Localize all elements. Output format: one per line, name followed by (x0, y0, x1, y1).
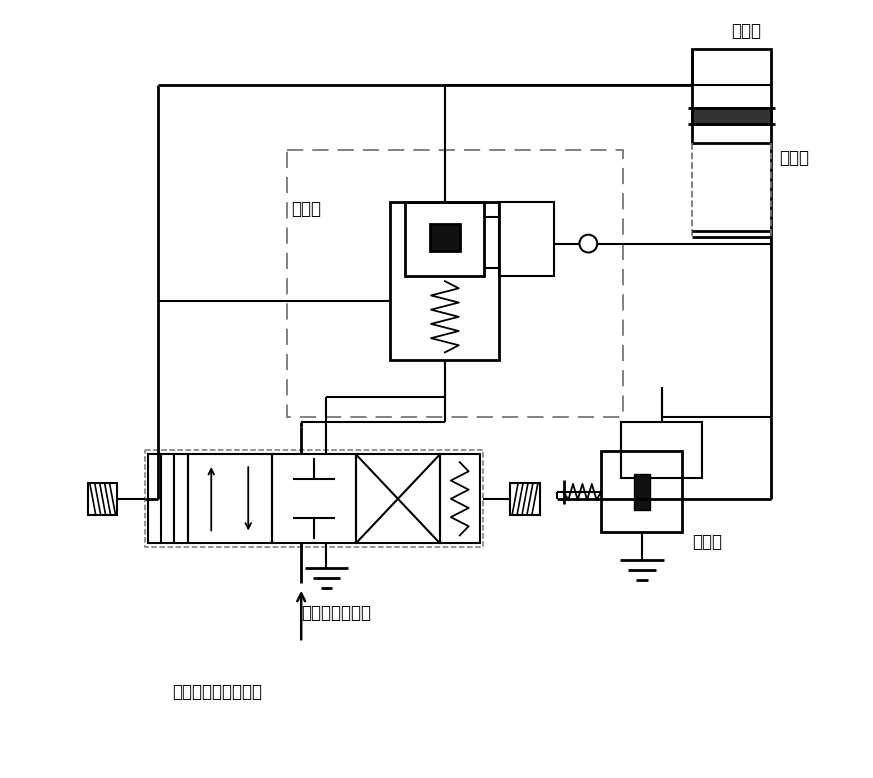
Bar (510, 483, 540, 514)
Bar (148, 454, 188, 543)
Bar (621, 422, 702, 478)
Bar (390, 202, 499, 360)
Bar (88, 483, 118, 514)
Bar (272, 454, 356, 543)
Bar (286, 149, 623, 417)
Bar (440, 454, 479, 543)
Text: 上油缸: 上油缸 (732, 22, 761, 40)
Bar (356, 454, 440, 543)
Text: 溢流鄀: 溢流鄀 (692, 534, 722, 552)
Text: 平衡阀: 平衡阀 (292, 200, 321, 218)
Text: 下油缸: 下油缸 (780, 149, 809, 166)
Bar (692, 108, 772, 124)
Bar (692, 49, 772, 142)
Bar (145, 450, 483, 547)
Bar (499, 202, 553, 276)
Text: 三位四通换向鄀: 三位四通换向鄀 (301, 604, 372, 622)
Text: 增压装置高压油输出: 增压装置高压油输出 (173, 683, 263, 701)
Bar (601, 451, 683, 532)
Bar (188, 454, 272, 543)
Bar (634, 474, 650, 510)
Bar (405, 202, 485, 276)
Bar (430, 224, 460, 251)
